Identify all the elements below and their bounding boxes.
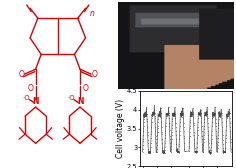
Y-axis label: Cell voltage (V): Cell voltage (V) <box>116 99 125 158</box>
Text: O: O <box>92 70 97 79</box>
Text: N: N <box>77 97 83 106</box>
Text: ·O: ·O <box>22 95 30 101</box>
Text: n: n <box>90 9 95 18</box>
Text: //: // <box>184 167 189 168</box>
Text: O: O <box>18 70 24 79</box>
Text: O: O <box>83 85 88 93</box>
Text: N: N <box>32 97 39 106</box>
Bar <box>185 164 188 166</box>
Text: ·O: ·O <box>67 95 74 101</box>
Text: O: O <box>27 85 33 93</box>
